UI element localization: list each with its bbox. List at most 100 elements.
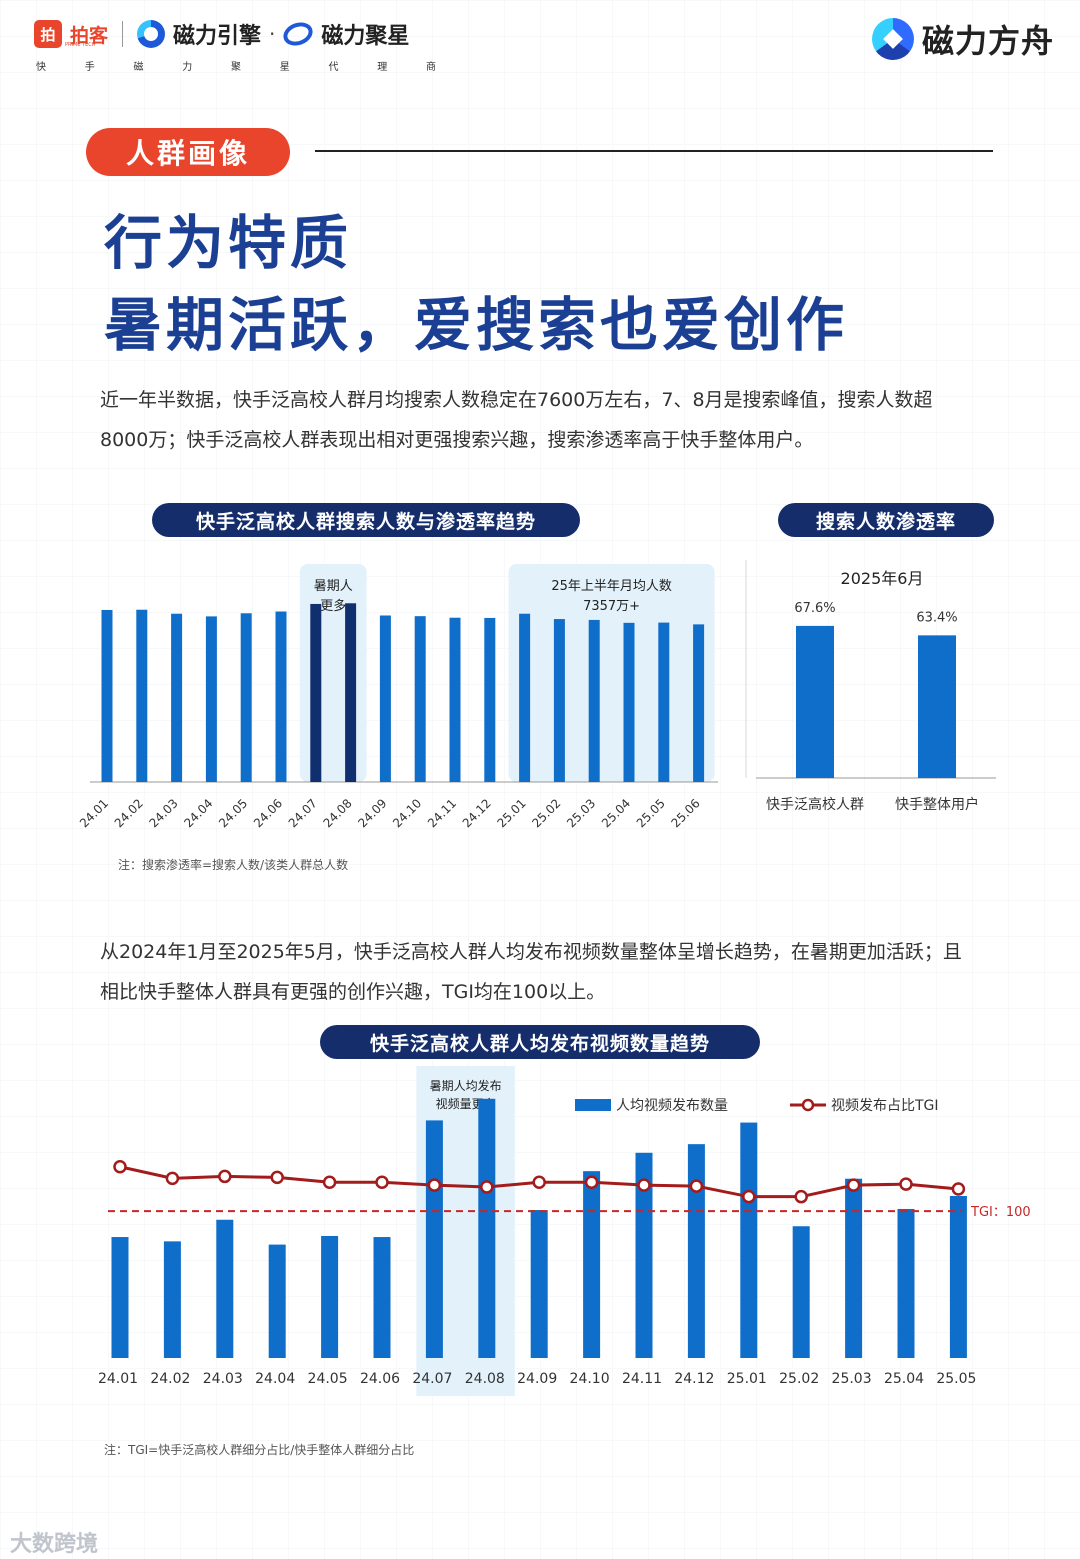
- tagline-char: 代: [328, 62, 339, 73]
- tgi-point: [165, 1171, 180, 1186]
- tgi-point: [270, 1170, 284, 1185]
- bar: [693, 624, 705, 782]
- tgi-point: [532, 1175, 546, 1189]
- bar: [136, 609, 148, 782]
- bar: [345, 603, 357, 782]
- tgi-point: [951, 1182, 966, 1196]
- x-tick-label: 25.05: [936, 1371, 976, 1387]
- cili-star-logo-icon: [280, 18, 317, 50]
- tgi-reference-label: TGI：100: [970, 1205, 1031, 1220]
- tagline: 快手磁力聚星代理商: [36, 58, 436, 73]
- bar: [205, 616, 217, 782]
- x-tick-label: 25.04: [884, 1371, 924, 1387]
- chart3-title: 快手泛高校人群人均发布视频数量趋势: [320, 1025, 760, 1059]
- header: 拍 拍客 PRIME TECH 磁力引擎 · 磁力聚星 快 手 磁力聚星代 理 商 磁力…: [34, 16, 1054, 76]
- bar: [321, 1235, 339, 1358]
- bar: [623, 622, 635, 782]
- bar: [897, 1208, 915, 1358]
- divider: [122, 21, 124, 47]
- tgi-point: [322, 1175, 337, 1189]
- watermark: 大数跨境: [10, 1532, 99, 1557]
- note-penetration: 注：搜索渗透率=搜索人数/该类人群总人数: [118, 858, 349, 872]
- bar: [240, 613, 252, 782]
- tgi-point: [637, 1178, 651, 1192]
- tgi-point: [689, 1179, 704, 1193]
- tagline-char: 快: [36, 62, 46, 73]
- bar: [740, 1122, 758, 1358]
- data-label: 67.6%: [794, 601, 835, 616]
- tagline-char: 手: [84, 62, 95, 73]
- x-tick-label: 25.03: [832, 1371, 872, 1387]
- bar: [519, 613, 531, 782]
- annotation-label: 7357万+: [583, 599, 640, 614]
- tagline-char: 理: [377, 62, 388, 73]
- x-tick-label: 快手整体用户: [895, 796, 979, 813]
- x-tick-label: 24.01: [98, 1371, 138, 1387]
- paike-logo-icon: 拍: [34, 20, 62, 48]
- bar: [449, 617, 461, 782]
- bar: [478, 1098, 496, 1358]
- bar: [796, 625, 834, 778]
- tagline-char: 聚: [231, 62, 241, 73]
- penetration-chart: 2025年6月 67.6% 快手泛高校人群 63.4% 快手整体用户: [745, 560, 996, 813]
- chart1-title: 快手泛高校人群搜索人数与渗透率趋势: [152, 503, 580, 537]
- x-tick-label: 24.09: [517, 1371, 557, 1387]
- tgi-point: [846, 1178, 861, 1192]
- annotation-label: 25年上半年月均人数: [551, 579, 672, 594]
- x-tick-label: 24.11: [622, 1371, 662, 1387]
- cili-engine-logo-icon: [137, 20, 166, 48]
- annotation-label: 暑期人均发布: [430, 1078, 502, 1093]
- bar: [310, 603, 322, 782]
- annotation-label: 更多: [320, 598, 346, 614]
- legend-bar-swatch: [575, 1099, 611, 1111]
- bar: [687, 1144, 705, 1358]
- data-label: 63.4%: [916, 610, 957, 625]
- bar: [845, 1178, 863, 1358]
- intro-paragraph-2: 从2024年1月至2025年5月，快手泛高校人群人均发布视频数量整体呈增长趋势，…: [100, 941, 962, 1003]
- bar: [792, 1226, 810, 1358]
- paike-sub: PRIME TECH: [65, 42, 96, 48]
- bar: [484, 617, 496, 782]
- bar: [635, 1152, 653, 1358]
- tgi-point: [794, 1189, 808, 1204]
- bar: [163, 1241, 181, 1358]
- intro-paragraph-1: 近一年半数据，快手泛高校人群月均搜索人数稳定在7600万左右，7、8月是搜索峰值…: [100, 389, 933, 451]
- partner-logos: 拍 拍客 PRIME TECH 磁力引擎 · 磁力聚星: [34, 18, 409, 50]
- cili-engine-name: 磁力引擎: [173, 24, 262, 49]
- tgi-point: [480, 1180, 494, 1194]
- page-title-line1: 行为特质: [104, 209, 353, 277]
- bar: [111, 1237, 129, 1358]
- tagline-char: 商: [426, 62, 436, 73]
- tagline-char: 星: [279, 62, 290, 73]
- annotation-label: 暑期人: [314, 579, 353, 594]
- x-tick-label: 24.08: [465, 1371, 505, 1387]
- cili-star-name: 磁力聚星: [321, 24, 410, 49]
- bar: [583, 1171, 601, 1358]
- cili-fangzhou-logo-icon: [871, 18, 914, 60]
- bar: [171, 613, 183, 782]
- note-tgi: 注：TGI=快手泛高校人群细分占比/快手整体人群细分占比: [104, 1443, 415, 1457]
- bar: [268, 1244, 286, 1358]
- x-tick-label: 25.01: [727, 1371, 767, 1387]
- tgi-point: [113, 1160, 127, 1174]
- section-divider: [315, 150, 993, 152]
- legend-bar-label: 人均视频发布数量: [616, 1098, 728, 1114]
- page-title-line2: 暑期活跃，爱搜索也爱创作: [104, 291, 849, 359]
- separator-dot: ·: [269, 22, 276, 46]
- bar: [530, 1210, 548, 1358]
- bar: [425, 1120, 443, 1358]
- x-tick-label: 24.05: [308, 1371, 348, 1387]
- bar: [275, 611, 287, 782]
- tgi-point: [584, 1175, 599, 1189]
- tgi-point: [427, 1178, 442, 1192]
- bar: [101, 609, 113, 782]
- tgi-point: [899, 1177, 913, 1191]
- x-tick-label: 快手泛高校人群: [766, 796, 864, 813]
- x-tick-label: 24.06: [360, 1371, 400, 1387]
- bar: [373, 1237, 391, 1358]
- paike-name: 拍客: [70, 24, 109, 47]
- section-pill: 人群画像: [86, 128, 290, 176]
- bar: [379, 615, 391, 782]
